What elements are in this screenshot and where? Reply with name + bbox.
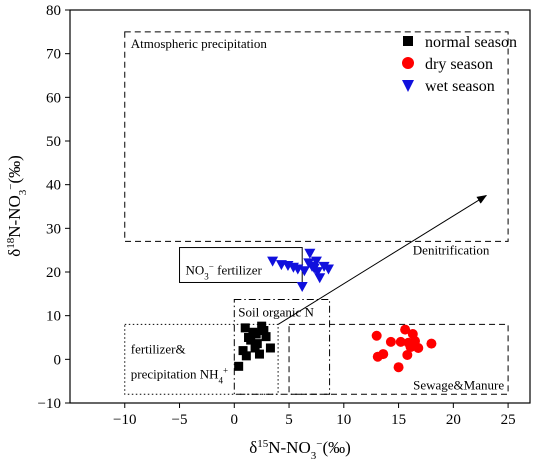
legend-marker-triangle xyxy=(402,80,414,92)
point-normal-season xyxy=(261,332,271,342)
legend-item-normal-season: normal season xyxy=(403,34,517,51)
y-tick-label: 40 xyxy=(46,178,61,194)
y-tick-label: −10 xyxy=(38,396,61,412)
point-dry-season xyxy=(395,336,406,347)
point-wet-season xyxy=(322,264,334,275)
point-dry-season xyxy=(426,338,437,349)
point-dry-season xyxy=(378,349,389,360)
point-normal-season xyxy=(246,335,256,345)
point-normal-season xyxy=(252,339,262,349)
point-normal-season xyxy=(240,323,250,333)
point-wet-season xyxy=(267,256,279,267)
legend-marker-square xyxy=(403,36,413,46)
region-label-precipitation-nh4: precipitation NH4+ xyxy=(131,365,228,385)
legend-item-dry-season: dry season xyxy=(402,56,493,73)
x-tick-label: 0 xyxy=(231,412,239,428)
point-normal-season xyxy=(259,326,269,336)
source-regions: Atmospheric precipitation NO3− fertilizer… xyxy=(124,31,509,395)
legend: normal season dry season wet season xyxy=(402,34,517,95)
point-wet-season xyxy=(304,248,316,259)
denitrification-arrow xyxy=(277,195,488,325)
point-wet-season xyxy=(296,281,308,292)
legend-item-wet-season: wet season xyxy=(402,78,495,95)
y-tick-label: 10 xyxy=(46,309,61,325)
y-tick-label: 20 xyxy=(46,265,61,281)
y-axis: −10 0 10 20 30 40 50 60 70 80 xyxy=(38,3,70,412)
point-dry-season xyxy=(400,324,411,335)
annotation-denitrification: Denitrification xyxy=(413,243,490,258)
point-dry-season xyxy=(402,349,413,360)
region-label-soil-organic-n: Soil organic N xyxy=(238,305,314,320)
x-tick-label: −5 xyxy=(172,412,188,428)
point-wet-season xyxy=(314,273,326,284)
point-wet-season xyxy=(310,256,322,267)
legend-label-dry-season: dry season xyxy=(425,56,493,73)
x-tick-label: 25 xyxy=(501,412,516,428)
point-normal-season xyxy=(254,349,264,359)
point-wet-season xyxy=(312,267,324,278)
y-tick-label: 50 xyxy=(46,134,61,150)
point-normal-season xyxy=(251,329,261,339)
x-tick-label: 5 xyxy=(285,412,293,428)
x-axis: −10 −5 0 5 10 15 20 25 xyxy=(113,403,516,428)
y-axis-title: δ18N-NO3−(‰) xyxy=(5,155,29,257)
x-tick-label: −10 xyxy=(113,412,136,428)
region-label-fertilizer: fertilizer& xyxy=(131,341,186,356)
y-tick-label: 60 xyxy=(46,90,61,106)
x-tick-label: 20 xyxy=(446,412,461,428)
region-label-no3-fertilizer: NO3− fertilizer xyxy=(186,261,263,281)
point-normal-season xyxy=(265,343,275,353)
y-tick-label: 30 xyxy=(46,221,61,237)
y-tick-label: 70 xyxy=(46,47,61,63)
point-dry-season xyxy=(385,336,396,347)
x-axis-title: δ15N-NO3−(‰) xyxy=(249,438,351,462)
region-label-sewage-manure: Sewage&Manure xyxy=(413,377,504,392)
point-dry-season xyxy=(413,342,424,353)
legend-label-wet-season: wet season xyxy=(425,78,495,95)
point-normal-season xyxy=(241,351,251,361)
region-box xyxy=(124,31,509,242)
region-box xyxy=(288,323,509,395)
region-box xyxy=(124,323,279,395)
x-tick-label: 10 xyxy=(336,412,351,428)
point-wet-season xyxy=(318,261,330,272)
y-tick-label: 0 xyxy=(54,352,62,368)
region-box xyxy=(233,299,331,395)
region-label-atmospheric-precipitation: Atmospheric precipitation xyxy=(131,36,268,51)
point-dry-season xyxy=(393,362,404,373)
point-normal-season xyxy=(238,346,248,356)
legend-label-normal-season: normal season xyxy=(425,34,517,51)
data-points xyxy=(234,248,437,373)
x-tick-label: 15 xyxy=(391,412,406,428)
point-wet-season xyxy=(298,266,310,277)
plot-frame xyxy=(69,9,531,404)
y-tick-label: 80 xyxy=(46,3,61,19)
annotations: Denitrification xyxy=(277,195,490,325)
legend-marker-circle xyxy=(402,57,414,69)
point-dry-season xyxy=(371,330,382,341)
point-normal-season xyxy=(234,361,244,371)
